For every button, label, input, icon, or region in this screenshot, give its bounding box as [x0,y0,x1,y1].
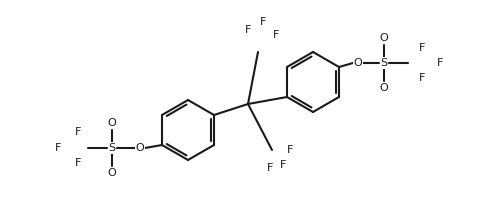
Text: F: F [280,160,286,170]
Text: S: S [108,143,116,153]
Text: O: O [354,58,362,68]
Text: O: O [108,168,116,178]
Text: S: S [380,58,388,68]
Text: F: F [419,43,425,53]
Text: F: F [267,163,273,173]
Text: O: O [136,143,144,153]
Text: F: F [75,127,81,137]
Text: F: F [245,25,251,35]
Text: F: F [75,158,81,168]
Text: F: F [273,30,279,40]
Text: F: F [419,73,425,83]
Text: F: F [287,145,293,155]
Text: O: O [380,83,388,93]
Text: O: O [380,33,388,43]
Text: F: F [260,17,266,27]
Text: F: F [437,58,443,68]
Text: O: O [108,118,116,128]
Text: F: F [55,143,61,153]
